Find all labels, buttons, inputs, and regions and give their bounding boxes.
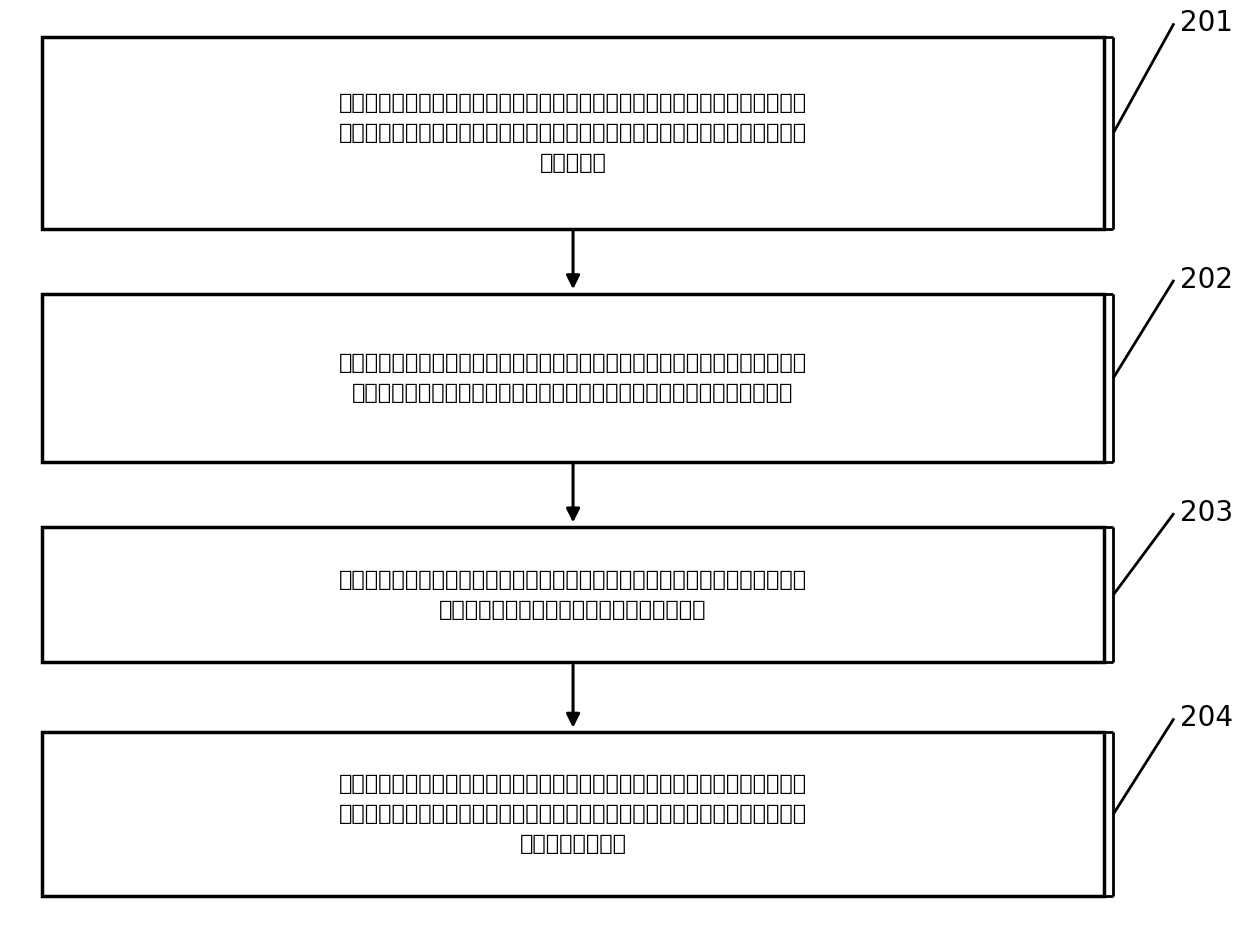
Bar xyxy=(42,294,1104,462)
Bar xyxy=(42,37,1104,229)
Bar xyxy=(42,732,1104,896)
Text: 204: 204 xyxy=(1180,704,1233,732)
Text: 201: 201 xyxy=(1180,9,1233,37)
Bar xyxy=(42,527,1104,662)
Text: 外卖平台根据目标餐食的餐费以及目标餐具的餐具押金生成支付订单，并向用户
终端发送支付订单，以供某一用户确认并支付: 外卖平台根据目标餐食的餐费以及目标餐具的餐具押金生成支付订单，并向用户 终端发送… xyxy=(339,569,807,620)
Text: 202: 202 xyxy=(1180,266,1233,294)
Text: 外卖平台接收某一用户通过用户终端发起的订餐请求，订餐请求至少包括某一用
户的用户信息、某一用户所需订购的目标餐食的餐食信息以及目标餐食对应的外
卖商家信息: 外卖平台接收某一用户通过用户终端发起的订餐请求，订餐请求至少包括某一用 户的用户… xyxy=(339,92,807,174)
Text: 外卖平台根据餐食信息计算目标餐食的餐费，并根据预先确定出的用于盛装目标
餐食的目标餐具以及某一用户对应的餐具押金模式确定目标餐具的餐具押金: 外卖平台根据餐食信息计算目标餐食的餐费，并根据预先确定出的用于盛装目标 餐食的目… xyxy=(339,353,807,403)
Text: 203: 203 xyxy=(1180,499,1234,527)
Text: 在检测到某一用户支付完毕支付订单包括的费用时，外卖平台生成与订餐请求对
应的外卖订单并向外卖商家信息对应的外卖商家发送外卖订单，以供外卖商家确
认并准备目标餐食: 在检测到某一用户支付完毕支付订单包括的费用时，外卖平台生成与订餐请求对 应的外卖… xyxy=(339,773,807,855)
